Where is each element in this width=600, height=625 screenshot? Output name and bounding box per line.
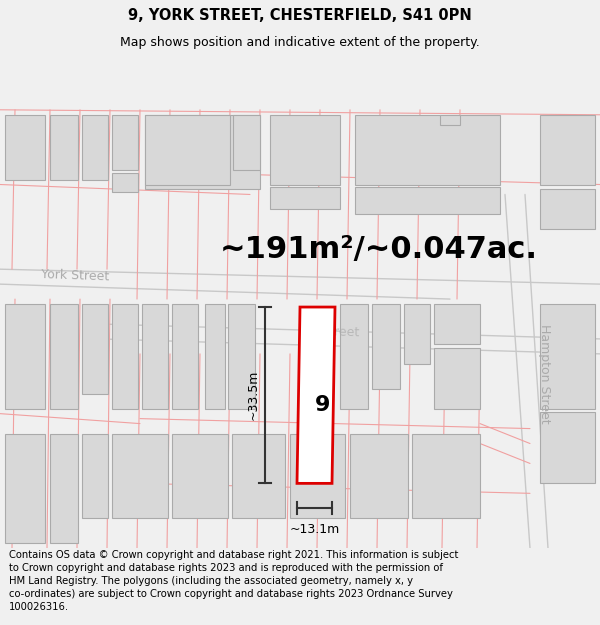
Polygon shape bbox=[5, 115, 45, 179]
Polygon shape bbox=[205, 304, 225, 409]
Polygon shape bbox=[112, 434, 168, 518]
Polygon shape bbox=[540, 115, 595, 184]
Polygon shape bbox=[434, 304, 480, 344]
Polygon shape bbox=[145, 115, 230, 184]
Polygon shape bbox=[340, 304, 368, 409]
Text: Hampton Street: Hampton Street bbox=[539, 324, 551, 424]
Polygon shape bbox=[233, 115, 260, 169]
Polygon shape bbox=[5, 434, 45, 543]
Polygon shape bbox=[82, 115, 108, 179]
Polygon shape bbox=[540, 189, 595, 229]
Polygon shape bbox=[142, 304, 168, 409]
Polygon shape bbox=[112, 115, 138, 169]
Text: Street: Street bbox=[321, 325, 359, 339]
Polygon shape bbox=[355, 115, 500, 184]
Polygon shape bbox=[372, 304, 400, 389]
Polygon shape bbox=[290, 434, 345, 518]
Polygon shape bbox=[440, 115, 460, 125]
Text: York Street: York Street bbox=[41, 269, 109, 284]
Text: 9: 9 bbox=[315, 395, 330, 415]
Polygon shape bbox=[82, 434, 108, 518]
Polygon shape bbox=[145, 115, 260, 189]
Polygon shape bbox=[270, 115, 340, 184]
Polygon shape bbox=[412, 434, 480, 518]
Polygon shape bbox=[540, 304, 595, 409]
Polygon shape bbox=[404, 304, 430, 364]
Polygon shape bbox=[350, 434, 408, 518]
Polygon shape bbox=[434, 348, 480, 409]
Text: Map shows position and indicative extent of the property.: Map shows position and indicative extent… bbox=[120, 36, 480, 49]
Polygon shape bbox=[172, 304, 198, 409]
Text: ~191m²/~0.047ac.: ~191m²/~0.047ac. bbox=[220, 235, 538, 264]
Polygon shape bbox=[355, 188, 500, 214]
Polygon shape bbox=[228, 304, 255, 409]
Text: ~33.5m: ~33.5m bbox=[247, 370, 260, 421]
Polygon shape bbox=[50, 304, 78, 409]
Polygon shape bbox=[232, 434, 285, 518]
Polygon shape bbox=[112, 304, 138, 409]
Polygon shape bbox=[82, 304, 108, 394]
Polygon shape bbox=[112, 173, 138, 192]
Text: Contains OS data © Crown copyright and database right 2021. This information is : Contains OS data © Crown copyright and d… bbox=[9, 549, 458, 612]
Text: 9, YORK STREET, CHESTERFIELD, S41 0PN: 9, YORK STREET, CHESTERFIELD, S41 0PN bbox=[128, 8, 472, 23]
Polygon shape bbox=[172, 434, 228, 518]
Polygon shape bbox=[540, 412, 595, 483]
Polygon shape bbox=[50, 434, 78, 543]
Polygon shape bbox=[5, 304, 45, 409]
Polygon shape bbox=[270, 188, 340, 209]
Polygon shape bbox=[50, 115, 78, 179]
Polygon shape bbox=[297, 307, 335, 483]
Text: ~13.1m: ~13.1m bbox=[289, 523, 340, 536]
